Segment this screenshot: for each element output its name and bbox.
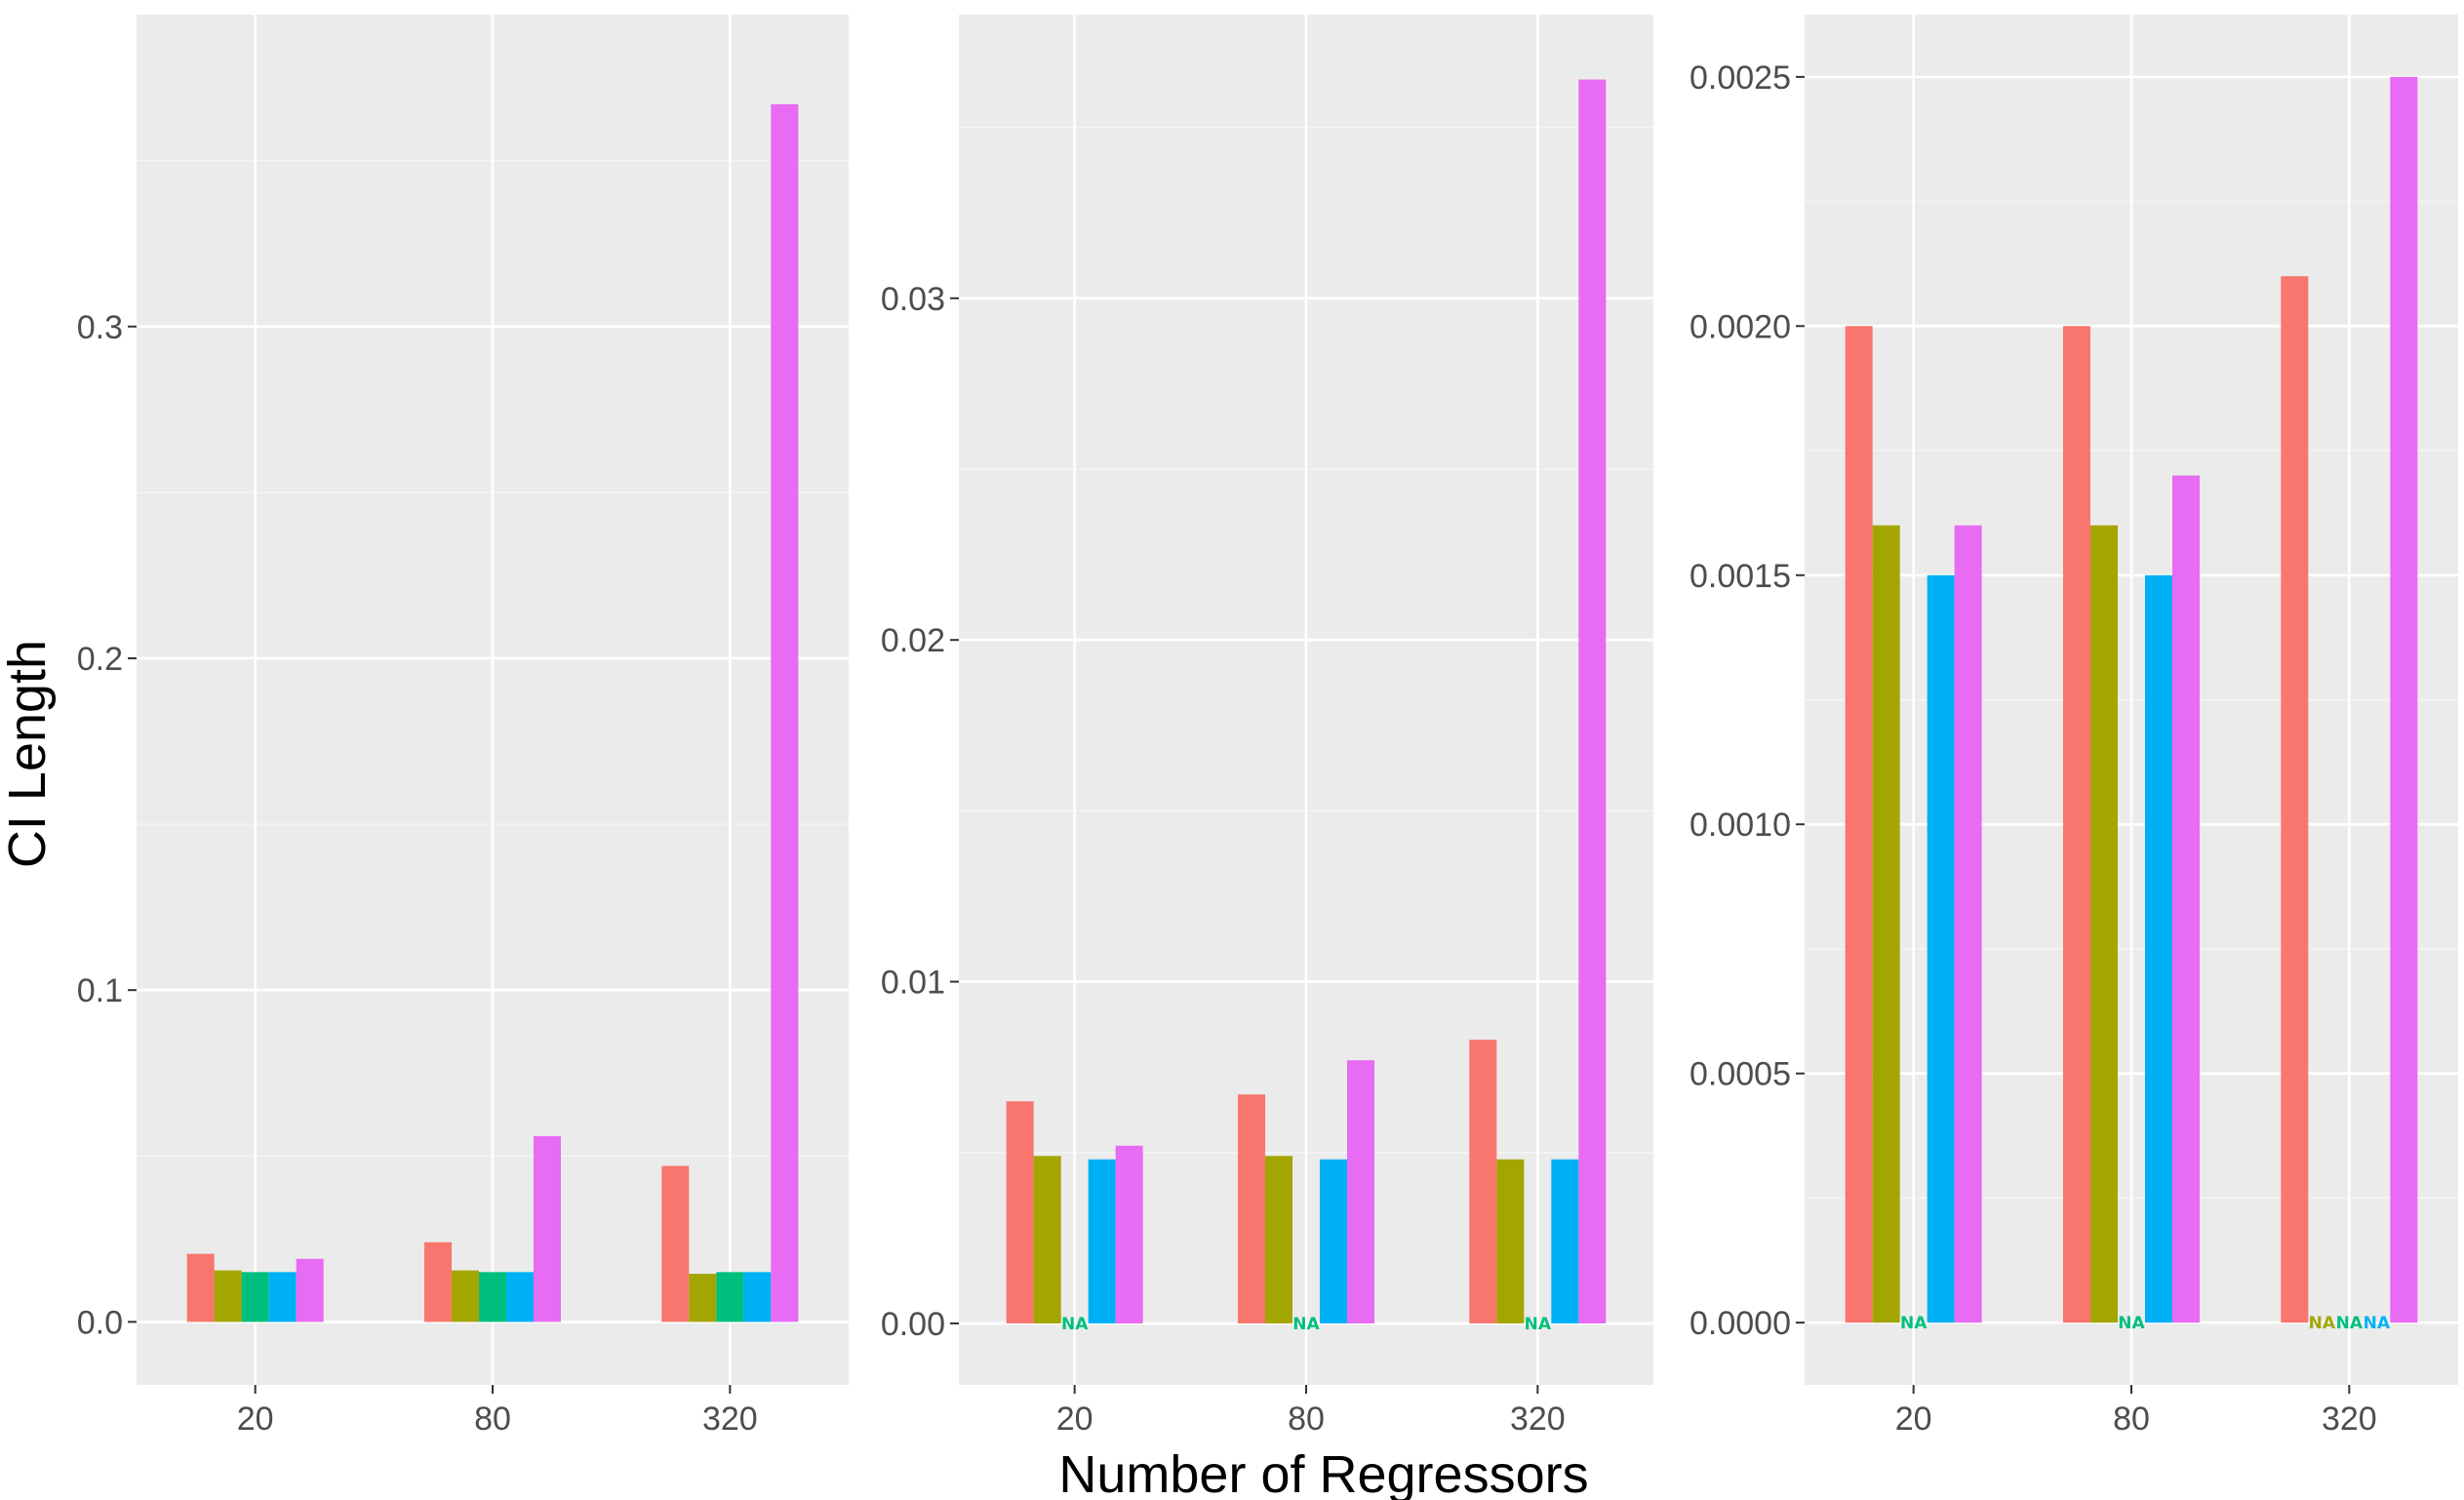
na-label: NA <box>1900 1314 1927 1333</box>
y-tick-label: 0.0010 <box>1689 807 1791 844</box>
x-tick-label: 20 <box>237 1401 274 1438</box>
bar <box>296 1258 324 1322</box>
na-label: NA <box>2364 1314 2391 1333</box>
bar <box>1551 1159 1579 1323</box>
y-tick-label: 0.0025 <box>1689 59 1791 97</box>
x-tick-label: 80 <box>2113 1401 2150 1438</box>
x-axis-title: Number of Regressors <box>1058 1445 1588 1500</box>
bar <box>241 1272 269 1322</box>
bar <box>1006 1101 1034 1323</box>
y-tick-label: 0.02 <box>881 622 945 659</box>
bar <box>1954 525 1982 1323</box>
y-tick-label: 0.0020 <box>1689 308 1791 345</box>
bar <box>661 1165 690 1322</box>
na-label: NA <box>2309 1314 2336 1333</box>
bar <box>2281 276 2309 1323</box>
bar <box>1469 1040 1497 1323</box>
bar <box>479 1272 506 1322</box>
bar <box>716 1272 744 1322</box>
bar <box>2390 76 2418 1323</box>
x-tick-label: 320 <box>2322 1401 2377 1438</box>
bar <box>214 1270 242 1322</box>
bar <box>186 1253 215 1322</box>
bar <box>1578 79 1607 1323</box>
x-tick-label: 20 <box>1895 1401 1932 1438</box>
x-tick-label: 320 <box>1510 1401 1566 1438</box>
y-tick-label: 0.3 <box>77 309 123 346</box>
bar <box>1845 326 1873 1323</box>
x-tick-label: 320 <box>702 1401 758 1438</box>
bar <box>743 1272 772 1322</box>
x-tick-label: 80 <box>1288 1401 1325 1438</box>
bar <box>1265 1156 1292 1323</box>
x-tick-label: 20 <box>1056 1401 1093 1438</box>
na-label: NA <box>1061 1315 1089 1334</box>
x-tick-label: 80 <box>474 1401 511 1438</box>
bar <box>2090 525 2118 1323</box>
na-label: NA <box>2118 1314 2145 1333</box>
y-tick-label: 0.1 <box>77 972 123 1009</box>
na-label: NA <box>1525 1315 1552 1334</box>
bar <box>771 103 799 1322</box>
bar <box>1033 1156 1061 1323</box>
y-tick-label: 0.0000 <box>1689 1305 1791 1342</box>
bar <box>534 1135 561 1322</box>
y-tick-label: 0.03 <box>881 281 945 318</box>
bar <box>1238 1094 1265 1323</box>
y-tick-label: 0.01 <box>881 965 945 1002</box>
bar <box>452 1270 479 1322</box>
y-tick-label: 0.0015 <box>1689 558 1791 595</box>
y-tick-label: 0.0005 <box>1689 1056 1791 1093</box>
bar <box>1088 1159 1116 1323</box>
y-tick-label: 0.0 <box>77 1304 123 1341</box>
bar <box>1115 1145 1143 1323</box>
bar <box>506 1272 534 1322</box>
bar <box>1927 574 1955 1323</box>
bar <box>689 1274 717 1322</box>
bar <box>2145 574 2172 1323</box>
bar <box>2172 475 2200 1323</box>
bar <box>1496 1159 1525 1323</box>
bar <box>1320 1159 1347 1323</box>
bar <box>268 1272 297 1322</box>
bar <box>424 1242 452 1322</box>
bar <box>1872 525 1900 1323</box>
y-tick-label: 0.00 <box>881 1306 945 1343</box>
y-tick-label: 0.2 <box>77 641 123 678</box>
na-label: NA <box>1292 1315 1320 1334</box>
y-axis-title: CI Length <box>0 640 57 868</box>
bar <box>2063 326 2090 1323</box>
na-label: NA <box>2336 1314 2364 1333</box>
bar <box>1347 1060 1374 1323</box>
